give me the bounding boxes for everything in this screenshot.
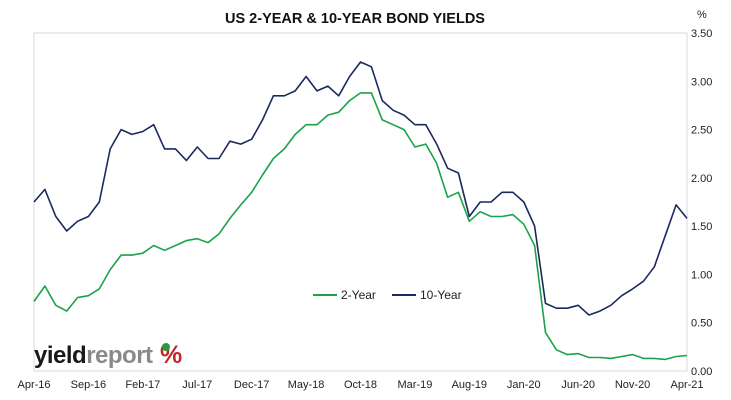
x-tick-label: May-18 (288, 379, 325, 391)
series-lines (33, 61, 688, 361)
x-tick-label: Nov-20 (615, 379, 650, 391)
y-tick-label: 0.00 (691, 366, 712, 378)
x-tick-label: Mar-19 (397, 379, 432, 391)
series-line-2-year (33, 92, 688, 361)
y-tick-label: 3.50 (691, 28, 712, 40)
x-tick-label: Jul-17 (182, 379, 212, 391)
x-tick-label: Sep-16 (71, 379, 106, 391)
x-tick-label: Apr-16 (17, 379, 50, 391)
y-tick-label: 1.00 (691, 269, 712, 281)
x-tick-label: Jan-20 (507, 379, 541, 391)
logo-percent-dot (162, 343, 170, 351)
x-tick-label: Oct-18 (344, 379, 377, 391)
x-tick-label: Aug-19 (452, 379, 487, 391)
plot-area-frame (33, 32, 688, 372)
x-axis: Apr-16 Sep-16 Feb-17 Jul-17 Dec-17 May-18 Oct-… (17, 379, 703, 391)
svg-text:yieldreport: yieldreport (34, 342, 153, 369)
y-tick-label: 1.50 (691, 221, 712, 233)
yieldreport-logo: yieldreport % (34, 341, 182, 369)
legend-label: 2-Year (341, 288, 376, 302)
x-tick-label: Feb-17 (125, 379, 160, 391)
legend: 2-Year 10-Year (313, 288, 462, 302)
y-tick-label: 3.00 (691, 76, 712, 88)
series-line-10-year (33, 61, 688, 316)
y-axis-unit-label: % (697, 9, 707, 21)
y-axis: 0.00 0.50 1.00 1.50 2.00 2.50 3.00 3.50 (691, 28, 712, 378)
logo-yield: yield (34, 342, 86, 369)
x-tick-label: Jun-20 (561, 379, 595, 391)
logo-report: report (86, 342, 153, 369)
y-tick-label: 0.50 (691, 318, 712, 330)
legend-label: 10-Year (420, 288, 462, 302)
x-tick-label: Dec-17 (234, 379, 269, 391)
y-tick-label: 2.00 (691, 173, 712, 185)
y-tick-label: 2.50 (691, 125, 712, 137)
x-tick-label: Apr-21 (670, 379, 703, 391)
chart-title: US 2-YEAR & 10-YEAR BOND YIELDS (225, 11, 485, 27)
